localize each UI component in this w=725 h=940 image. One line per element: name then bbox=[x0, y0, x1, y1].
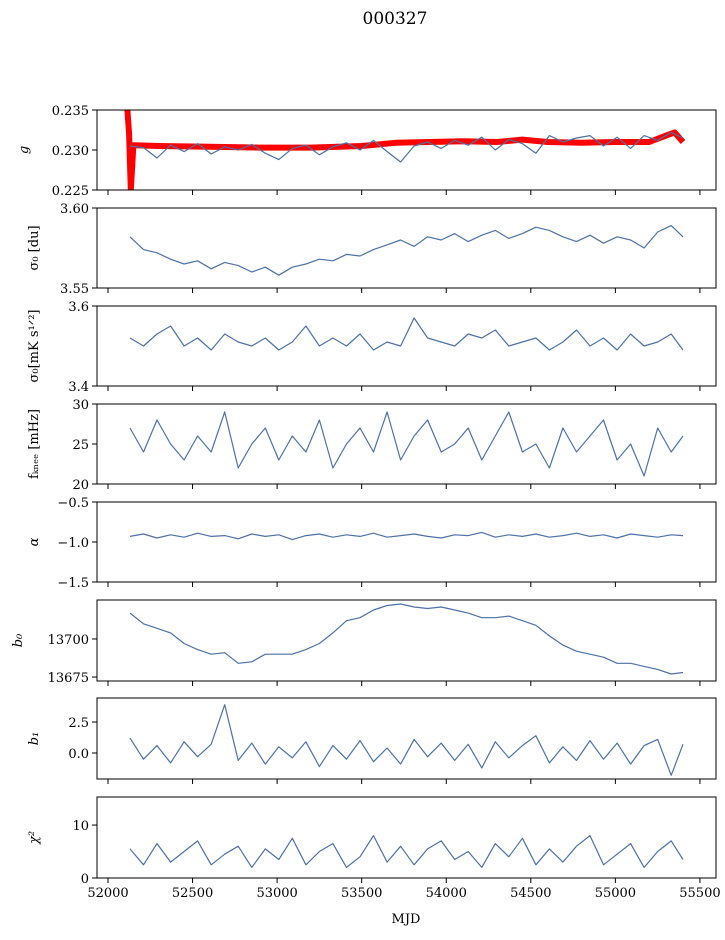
y-tick-label: 13700 bbox=[48, 633, 89, 648]
y-tick-label: 0.225 bbox=[52, 184, 89, 199]
y-tick-label: 10 bbox=[72, 819, 89, 834]
y-tick-label: 0.0 bbox=[68, 747, 89, 762]
series-alpha bbox=[129, 531, 684, 541]
y-axis-label: σ₀[mK s¹ᐟ²] bbox=[27, 310, 42, 383]
y-axis-label: fₖₙₑₑ [mHz] bbox=[27, 409, 42, 479]
axes-frame bbox=[96, 403, 717, 485]
series-chi2 bbox=[129, 834, 684, 869]
y-tick-label: 0.230 bbox=[52, 144, 89, 159]
panel-7: 0 10 52000 52500 53000 53500 54000 54500 55000 55… bbox=[27, 796, 721, 901]
x-tick-label: 52000 bbox=[87, 886, 128, 901]
panel-6: 0.0 2.5 b₁ bbox=[27, 697, 717, 784]
y-axis-label: b₁ bbox=[27, 732, 42, 746]
x-tick-label: 52500 bbox=[172, 886, 213, 901]
y-tick-label: 3.60 bbox=[60, 202, 89, 217]
y-tick-label: 13675 bbox=[48, 671, 89, 686]
x-tick-label: 55500 bbox=[679, 886, 720, 901]
panel-2: 3.4 3.6 σ₀[mK s¹ᐟ²] bbox=[27, 300, 717, 395]
panel-5: 13675 13700 b₀ bbox=[11, 599, 717, 686]
x-tick-label: 54000 bbox=[426, 886, 467, 901]
y-tick-label: 3.55 bbox=[60, 282, 89, 297]
y-tick-label: 3.4 bbox=[68, 380, 89, 395]
y-tick-label: 0.235 bbox=[52, 104, 89, 119]
y-tick-label: −1.0 bbox=[57, 536, 89, 551]
y-axis-label: χ² bbox=[27, 831, 42, 845]
y-tick-label: 20 bbox=[72, 478, 89, 493]
series-gain bbox=[129, 131, 684, 163]
panel-3: 20 25 30 fₖₙₑₑ [mHz] bbox=[27, 398, 717, 493]
panel-0: 0.225 0.230 0.235 g bbox=[17, 104, 717, 199]
y-tick-label: 25 bbox=[72, 438, 89, 453]
series-b0 bbox=[129, 603, 684, 675]
x-tick-label: 54500 bbox=[510, 886, 551, 901]
series-sigma0_mK bbox=[129, 317, 684, 351]
series-fknee bbox=[129, 411, 684, 477]
y-tick-label: 3.6 bbox=[68, 300, 89, 315]
y-axis-label: b₀ bbox=[11, 633, 26, 647]
axes-frame bbox=[96, 501, 717, 583]
x-tick-label: 53000 bbox=[256, 886, 297, 901]
series-b1 bbox=[129, 704, 684, 776]
y-tick-label: −1.5 bbox=[57, 576, 89, 591]
panel-4: −1.5 −1.0 −0.5 α bbox=[27, 496, 717, 591]
series-model bbox=[124, 110, 686, 190]
axes-frame bbox=[96, 207, 717, 289]
y-tick-label: −0.5 bbox=[57, 496, 89, 511]
y-axis-label: g bbox=[17, 146, 32, 154]
axes-frame bbox=[96, 796, 717, 879]
panel-1: 3.55 3.60 σ₀ [du] bbox=[27, 202, 717, 297]
figure-title: 000327 bbox=[363, 9, 428, 29]
x-tick-label: 55000 bbox=[595, 886, 636, 901]
axes-frame bbox=[96, 697, 717, 780]
series-sigma0_du bbox=[129, 225, 684, 276]
x-axis-label: MJD bbox=[392, 912, 421, 927]
y-tick-label: 2.5 bbox=[68, 716, 89, 731]
y-tick-label: 0 bbox=[81, 872, 89, 887]
axes-frame bbox=[96, 599, 717, 682]
y-axis-label: σ₀ [du] bbox=[27, 225, 42, 270]
axes-frame bbox=[96, 305, 717, 387]
x-tick-label: 53500 bbox=[341, 886, 382, 901]
y-tick-label: 30 bbox=[72, 398, 89, 413]
y-axis-label: α bbox=[27, 537, 42, 546]
axes-frame bbox=[96, 109, 717, 191]
